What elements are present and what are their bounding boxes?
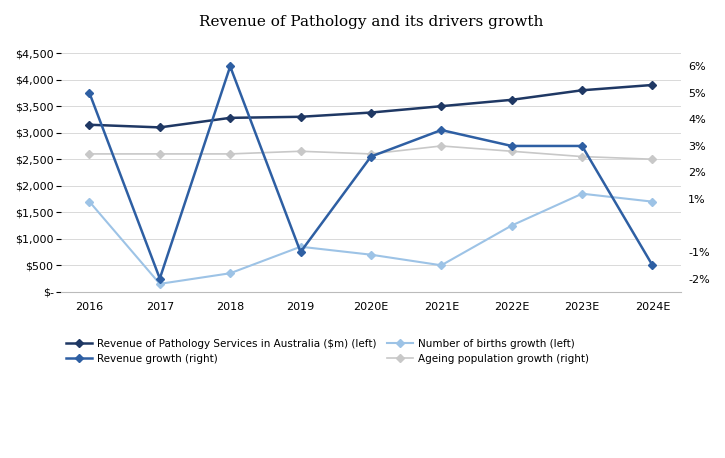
Line: Number of births growth (left): Number of births growth (left) — [86, 191, 655, 287]
Legend: Revenue of Pathology Services in Australia ($m) (left), Revenue growth (right), : Revenue of Pathology Services in Austral… — [62, 335, 594, 368]
Revenue of Pathology Services in Australia ($m) (left) — [367, 110, 376, 115]
Number of births growth (left) — [297, 244, 305, 250]
Ageing population growth (right) — [225, 151, 234, 157]
Revenue growth (right) — [367, 154, 376, 159]
Ageing population growth (right) — [155, 151, 164, 157]
Revenue growth (right) — [85, 90, 94, 96]
Title: Revenue of Pathology and its drivers growth: Revenue of Pathology and its drivers gro… — [199, 15, 543, 29]
Ageing population growth (right) — [367, 151, 376, 157]
Line: Revenue growth (right): Revenue growth (right) — [86, 63, 655, 282]
Number of births growth (left) — [367, 252, 376, 257]
Ageing population growth (right) — [437, 143, 446, 149]
Revenue of Pathology Services in Australia ($m) (left) — [155, 125, 164, 130]
Ageing population growth (right) — [578, 154, 587, 159]
Ageing population growth (right) — [648, 157, 657, 162]
Revenue of Pathology Services in Australia ($m) (left) — [85, 122, 94, 127]
Ageing population growth (right) — [297, 148, 305, 154]
Line: Revenue of Pathology Services in Australia ($m) (left): Revenue of Pathology Services in Austral… — [86, 82, 655, 131]
Revenue growth (right) — [578, 143, 587, 149]
Number of births growth (left) — [578, 191, 587, 196]
Number of births growth (left) — [85, 199, 94, 204]
Revenue growth (right) — [437, 127, 446, 133]
Revenue growth (right) — [648, 262, 657, 268]
Line: Ageing population growth (right): Ageing population growth (right) — [87, 143, 655, 162]
Revenue of Pathology Services in Australia ($m) (left) — [578, 87, 587, 93]
Number of births growth (left) — [155, 281, 164, 287]
Revenue of Pathology Services in Australia ($m) (left) — [437, 104, 446, 109]
Revenue growth (right) — [507, 143, 516, 149]
Number of births growth (left) — [437, 262, 446, 268]
Revenue of Pathology Services in Australia ($m) (left) — [297, 114, 305, 120]
Revenue of Pathology Services in Australia ($m) (left) — [507, 97, 516, 103]
Ageing population growth (right) — [507, 148, 516, 154]
Number of births growth (left) — [648, 199, 657, 204]
Revenue growth (right) — [297, 249, 305, 255]
Revenue growth (right) — [155, 276, 164, 281]
Revenue of Pathology Services in Australia ($m) (left) — [648, 82, 657, 88]
Number of births growth (left) — [225, 271, 234, 276]
Revenue of Pathology Services in Australia ($m) (left) — [225, 115, 234, 120]
Ageing population growth (right) — [85, 151, 94, 157]
Number of births growth (left) — [507, 223, 516, 228]
Revenue growth (right) — [225, 64, 234, 69]
